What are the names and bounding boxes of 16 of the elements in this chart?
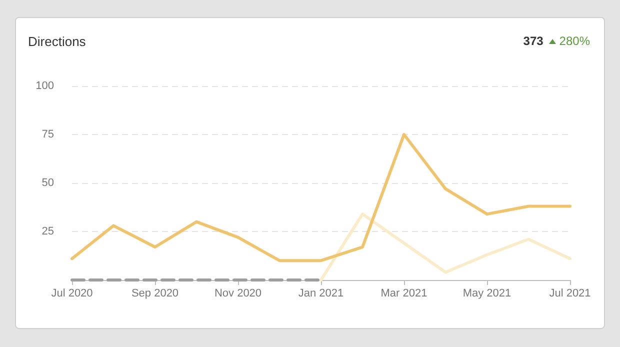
x-tick-label: Nov 2020 [214,288,262,300]
y-tick-label: 100 [36,80,54,92]
x-tick-label: Jul 2020 [51,288,93,300]
text: 280% [559,34,590,48]
x-tick-label: Jan 2021 [298,288,344,300]
line-series [70,133,572,262]
x-tick-label: Jul 2021 [549,288,591,300]
x-tick-label: May 2021 [462,288,512,300]
y-tick-label: 50 [42,177,54,189]
y-tick-label: 25 [42,226,54,238]
x-tick-label: Sep 2020 [131,288,179,300]
line-series [320,212,572,282]
chart-title: Directions [28,34,86,49]
y-tick-label: 75 [42,128,54,140]
x-tick-label: Mar 2021 [380,288,428,300]
text: 373 [523,34,544,48]
